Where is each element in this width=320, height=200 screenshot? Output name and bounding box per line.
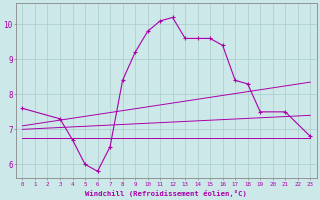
X-axis label: Windchill (Refroidissement éolien,°C): Windchill (Refroidissement éolien,°C) <box>85 190 247 197</box>
